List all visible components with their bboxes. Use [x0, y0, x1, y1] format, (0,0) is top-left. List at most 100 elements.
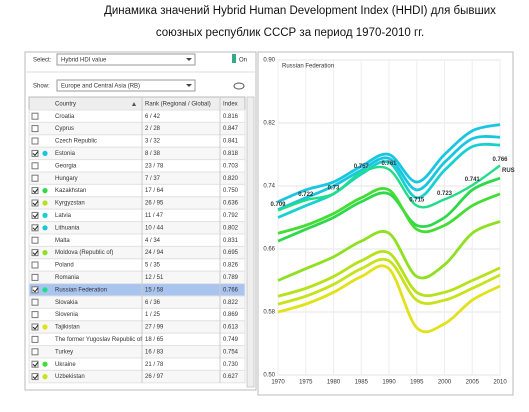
select-value: Hybrid HDI value	[61, 58, 107, 64]
series-line	[277, 123, 501, 204]
series-line	[277, 164, 501, 212]
country: Malta	[55, 238, 70, 244]
index: 0.613	[223, 325, 239, 331]
checkbox[interactable]	[31, 211, 39, 219]
checkbox[interactable]	[31, 335, 39, 343]
check-mark	[32, 324, 39, 330]
index: 0.627	[223, 374, 239, 380]
country: Lithuania	[55, 225, 80, 231]
rank: 5 / 35	[145, 263, 161, 269]
rank: 10 / 44	[145, 225, 164, 231]
country: Georgia	[55, 163, 77, 169]
checkbox[interactable]	[31, 286, 39, 294]
check-mark	[32, 225, 39, 231]
x-tick-label: 1980	[327, 380, 341, 386]
series-line	[277, 176, 501, 243]
x-tick-label: 1990	[382, 380, 396, 386]
title: Динамика значений Hybrid Human Developme…	[104, 5, 496, 17]
scrollbar[interactable]	[246, 96, 255, 388]
show-dropdown[interactable]	[56, 79, 196, 92]
series-line	[277, 264, 501, 334]
series-dot	[42, 361, 48, 367]
series-dot	[42, 188, 48, 194]
check-mark	[32, 188, 39, 194]
y-tick-label: 0.90	[263, 58, 275, 64]
series-dot	[42, 324, 48, 330]
country: Croatia	[55, 114, 75, 120]
column-header[interactable]: Rank (Regional / Global)	[145, 102, 211, 108]
data-label: 0.757	[354, 164, 370, 170]
x-tick-label: 2010	[493, 380, 507, 386]
country: Tajikistan	[55, 325, 80, 331]
series-line	[277, 142, 501, 219]
checkbox[interactable]	[31, 373, 39, 381]
series-dot	[42, 225, 48, 231]
show-label: Show:	[33, 84, 50, 90]
dropdown-arrow	[186, 58, 192, 61]
rank: 27 / 99	[145, 325, 164, 331]
checkbox[interactable]	[31, 311, 39, 319]
checkbox[interactable]	[31, 137, 39, 145]
sort-icon	[132, 102, 136, 106]
data-label: 0.709	[270, 202, 286, 208]
eye-icon[interactable]	[233, 82, 245, 90]
country: Cyprus	[55, 126, 74, 132]
checkbox[interactable]	[31, 125, 39, 133]
index: 0.789	[223, 275, 239, 281]
checkbox[interactable]	[31, 348, 39, 356]
checkbox[interactable]	[31, 323, 39, 331]
index: 0.754	[223, 349, 239, 355]
select-dropdown[interactable]	[56, 53, 196, 66]
checkbox[interactable]	[31, 162, 39, 170]
checkbox[interactable]	[31, 112, 39, 120]
title: союзных республик СССР за период 1970-20…	[156, 27, 424, 39]
checkbox[interactable]	[31, 249, 39, 257]
checkbox[interactable]	[31, 187, 39, 195]
checkbox[interactable]	[31, 273, 39, 281]
country: Romania	[55, 275, 80, 281]
checkbox[interactable]	[31, 199, 39, 207]
column-header[interactable]: Index	[223, 102, 238, 108]
index: 0.750	[223, 188, 239, 194]
toggle[interactable]	[232, 54, 236, 63]
rank: 21 / 78	[145, 362, 164, 368]
country: Kyrgyzstan	[55, 201, 85, 207]
rank: 3 / 32	[145, 139, 161, 145]
x-tick-label: 1985	[355, 380, 369, 386]
table-row[interactable]	[28, 369, 246, 384]
dropdown-arrow	[186, 84, 192, 87]
toggle-label: On	[239, 58, 247, 64]
index: 0.749	[223, 337, 239, 343]
rank: 24 / 94	[145, 250, 164, 256]
column-header[interactable]: Country	[55, 102, 76, 108]
checkbox[interactable]	[31, 298, 39, 306]
annotation: Russian Federation	[282, 64, 334, 70]
series-dot	[42, 250, 48, 256]
checkbox[interactable]	[31, 236, 39, 244]
data-label: 0.741	[465, 177, 481, 183]
country: Estonia	[55, 151, 76, 157]
y-tick-label: 0.66	[263, 247, 275, 253]
rank: 7 / 37	[145, 176, 161, 182]
data-label: 0.715	[409, 197, 425, 203]
checkbox[interactable]	[31, 149, 39, 157]
rank: 1 / 25	[145, 312, 161, 318]
index: 0.766	[223, 287, 239, 293]
show-value: Europe and Central Asia (RB)	[61, 84, 140, 90]
rank: 11 / 47	[145, 213, 164, 219]
check-mark	[32, 374, 39, 380]
country: Russian Federation	[55, 287, 107, 293]
series-line	[277, 187, 501, 235]
check-mark	[32, 287, 39, 293]
checkbox[interactable]	[31, 261, 39, 269]
rank: 12 / 51	[145, 275, 164, 281]
checkbox[interactable]	[31, 174, 39, 182]
check-mark	[32, 361, 39, 367]
index: 0.816	[223, 114, 239, 120]
checkbox[interactable]	[31, 360, 39, 368]
series-label: RUS	[502, 168, 515, 174]
rank: 4 / 34	[145, 238, 161, 244]
series-dot	[42, 374, 48, 380]
checkbox[interactable]	[31, 224, 39, 232]
check-mark	[32, 213, 39, 219]
